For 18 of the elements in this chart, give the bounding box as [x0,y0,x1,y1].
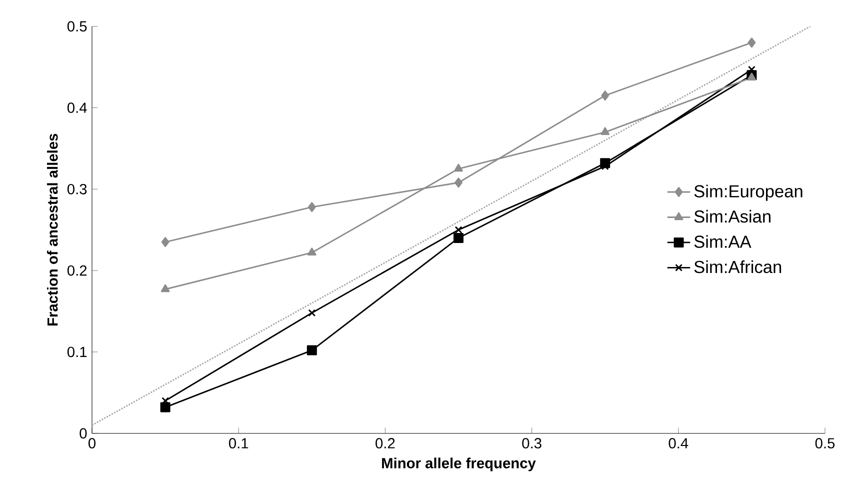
y-tick-label: 0.4 [67,102,87,113]
y-tick-label: 0.3 [67,184,87,194]
y-axis-title: Fraction of ancestral alleles [46,134,58,326]
x-tick-label: 0.2 [376,438,395,448]
x-tick-label: 0.3 [522,438,542,448]
legend-label: Sim:Asian [694,210,770,223]
y-tick-label: 0.2 [67,265,87,276]
x-tick-label: 0.1 [228,438,248,448]
x-tick-label: 0.5 [815,438,835,448]
x-tick-label: 0 [88,438,96,448]
y-tick-label: 0 [80,428,87,439]
x-tick-label: 0.4 [668,438,688,448]
legend-label: Sim:European [694,184,802,201]
y-tick-label: 0.5 [67,21,87,32]
x-axis-title: Minor allele frequency [382,458,536,472]
y-tick-label: 0.1 [67,346,87,358]
legend-label: Sim:African [694,260,782,274]
legend-label: Sim:AA [694,235,752,248]
